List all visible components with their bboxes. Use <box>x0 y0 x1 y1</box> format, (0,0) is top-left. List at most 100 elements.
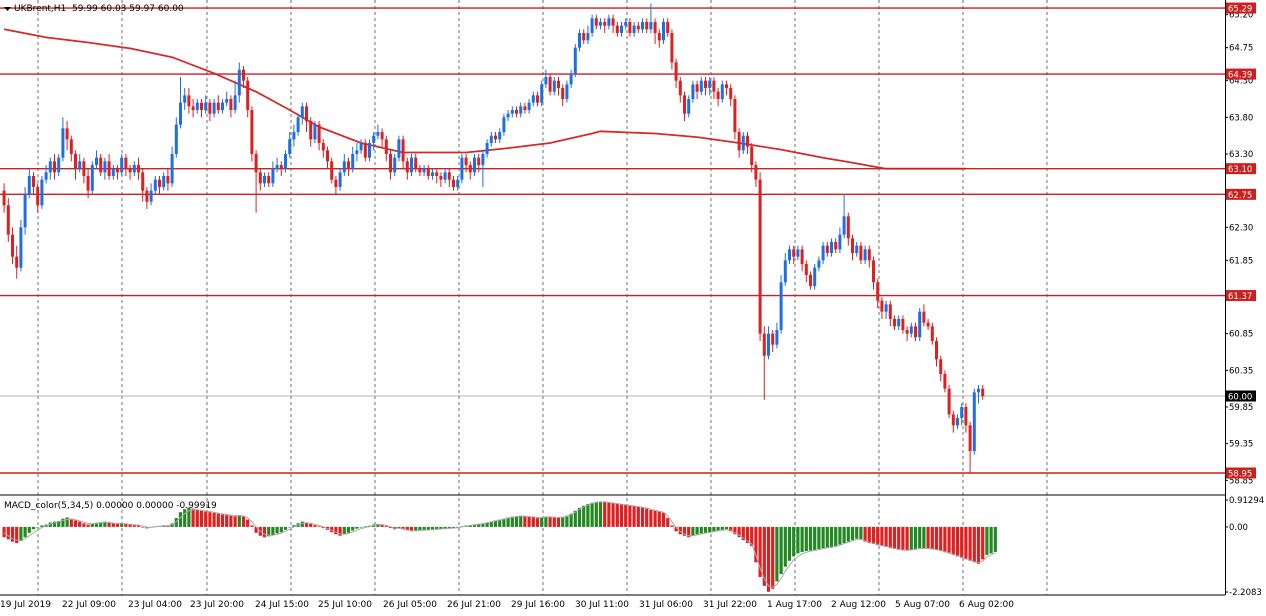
macd-bar <box>569 513 573 527</box>
triangle-down-icon[interactable] <box>4 7 11 11</box>
y-tick-label: 61.85 <box>1229 256 1253 266</box>
candle-body <box>153 179 157 191</box>
candle-body <box>536 95 539 103</box>
macd-bar <box>855 526 859 539</box>
macd-bar <box>397 526 401 529</box>
candle-body <box>279 165 283 169</box>
macd-bar <box>229 515 233 527</box>
candle-body <box>23 194 27 228</box>
macd-bar <box>594 501 598 527</box>
candle-body <box>393 157 397 173</box>
candle-body <box>418 168 422 173</box>
macd-bar <box>838 526 842 545</box>
macd-bar <box>19 526 23 542</box>
candle-body <box>473 157 476 173</box>
macd-bar <box>829 526 834 547</box>
candle-body <box>775 330 779 345</box>
candle-body <box>947 388 951 415</box>
candle-body <box>586 33 590 41</box>
candle-body <box>309 121 313 140</box>
candle-body <box>334 179 338 187</box>
macd-bar <box>968 526 972 561</box>
macd-bar <box>989 526 993 554</box>
candle-body <box>410 157 413 173</box>
candle-body <box>124 157 128 169</box>
macd-bar <box>10 526 15 542</box>
y-tick-label: 64.75 <box>1229 44 1253 54</box>
macd-bar <box>737 526 741 538</box>
candle-body <box>725 84 728 88</box>
candle-body <box>519 106 523 114</box>
candle-body <box>456 179 460 187</box>
macd-bar <box>195 509 199 527</box>
macd-bar <box>892 526 897 550</box>
macd-bar <box>813 526 817 550</box>
macd-bar <box>204 511 208 527</box>
macd-tick-label: 0.00 <box>1229 523 1248 533</box>
candle-body <box>939 359 943 374</box>
macd-bar <box>489 521 493 527</box>
macd-bar <box>955 526 960 557</box>
candle-body <box>762 333 766 356</box>
candle-body <box>363 143 367 158</box>
candle-body <box>477 157 481 165</box>
macd-bar <box>905 526 909 551</box>
candle-body <box>964 407 968 426</box>
candle-body <box>645 22 649 30</box>
macd-bar <box>615 503 619 527</box>
y-tick-label: 59.85 <box>1229 403 1253 413</box>
candle-body <box>901 319 905 330</box>
candle-body <box>611 18 615 26</box>
macd-bar <box>191 508 195 527</box>
candle-body <box>242 69 245 81</box>
candle-body <box>628 22 632 33</box>
macd-bar <box>166 525 170 527</box>
candle-body <box>149 190 153 202</box>
candle-body <box>641 22 644 30</box>
macd-bar <box>107 522 111 527</box>
macd-bar <box>418 526 422 531</box>
macd-bar <box>897 526 901 550</box>
macd-bar <box>859 526 863 540</box>
macd-bar <box>628 505 632 527</box>
macd-bar <box>582 505 586 527</box>
candle-body <box>447 172 451 180</box>
macd-bar <box>939 526 943 552</box>
macd-bar <box>283 526 288 530</box>
candle-body <box>137 165 140 173</box>
candle-body <box>729 88 733 99</box>
candle-body <box>11 234 14 257</box>
candle-body <box>716 91 720 99</box>
candle-body <box>880 300 884 312</box>
macd-bar <box>842 526 846 544</box>
x-tick-label: 1 Aug 17:00 <box>767 600 822 610</box>
candle-body <box>338 172 342 187</box>
macd-bar <box>132 525 136 527</box>
candle-body <box>674 62 678 81</box>
candle-body <box>943 374 947 389</box>
macd-bar <box>237 515 241 527</box>
macd-bar <box>708 526 712 533</box>
x-tick-label: 2 Aug 12:00 <box>831 600 886 610</box>
y-tick-label: 58.85 <box>1229 476 1253 486</box>
macd-bar <box>661 512 666 527</box>
macd-bar <box>880 526 884 547</box>
candle-body <box>620 25 623 33</box>
candle-body <box>540 84 544 103</box>
candle-body <box>935 341 938 360</box>
candle-body <box>846 216 850 239</box>
candle-body <box>19 227 23 268</box>
macd-bar <box>951 526 955 555</box>
candle-body <box>918 311 922 338</box>
y-tick-label: 60.85 <box>1229 330 1253 340</box>
macd-bar <box>519 515 523 527</box>
candle-body <box>867 249 871 261</box>
macd-bar <box>376 523 380 527</box>
macd-bar <box>351 526 355 531</box>
candle-body <box>275 165 279 169</box>
macd-tick-label: 0.91294 <box>1229 496 1264 506</box>
x-tick-label: 22 Jul 09:00 <box>62 600 116 610</box>
candle-body <box>460 157 464 180</box>
macd-bar <box>771 526 775 589</box>
candle-body <box>863 249 867 261</box>
